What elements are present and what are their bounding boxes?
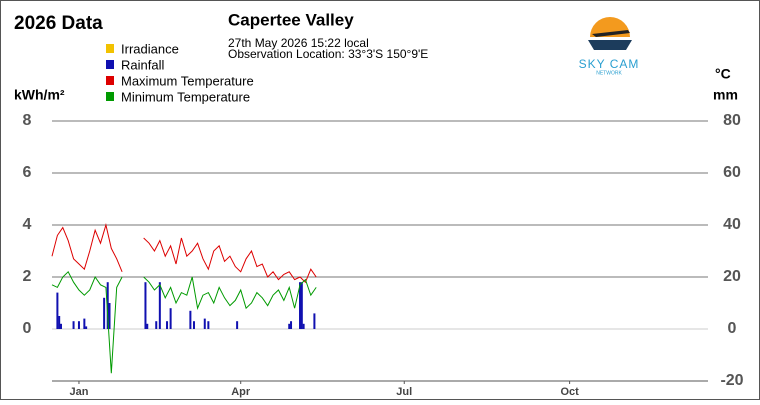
y-tick-label: 8 bbox=[23, 112, 32, 129]
y-axis-label: kWh/m² bbox=[14, 87, 65, 103]
rain-bar bbox=[203, 318, 206, 329]
y2-tick-label: 20 bbox=[723, 268, 741, 285]
legend-label: Minimum Temperature bbox=[121, 89, 250, 104]
rain-bar bbox=[106, 282, 109, 329]
rain-bar bbox=[158, 282, 161, 329]
y2-tick-label: 60 bbox=[723, 164, 741, 181]
station: Capertee Valley bbox=[228, 10, 354, 29]
y2-axis-label: °C bbox=[715, 66, 731, 82]
location: Observation Location: 33°3'S 150°9'E bbox=[228, 47, 428, 61]
x-tick-label: Oct bbox=[560, 386, 579, 398]
rain-bar bbox=[300, 282, 303, 329]
legend-swatch bbox=[106, 44, 114, 53]
rain-bar bbox=[56, 292, 59, 329]
y2-axis-label: mm bbox=[713, 87, 738, 103]
rain-bar bbox=[169, 308, 172, 329]
rain-bar bbox=[288, 323, 291, 329]
logo-base bbox=[588, 40, 632, 50]
rain-bar bbox=[236, 321, 239, 329]
y2-tick-label: 80 bbox=[723, 112, 741, 129]
logo: SKY CAM NETWORK bbox=[579, 17, 640, 76]
rain-bar bbox=[192, 321, 195, 329]
y-tick-label: 4 bbox=[23, 216, 32, 233]
y-tick-label: 0 bbox=[23, 320, 32, 337]
legend-swatch bbox=[106, 92, 114, 101]
rain-bar bbox=[85, 326, 88, 329]
rain-bar bbox=[77, 321, 80, 329]
rain-bar bbox=[313, 313, 316, 329]
rain-bar bbox=[72, 321, 75, 329]
x-tick-label: Apr bbox=[231, 386, 251, 398]
x-tick-label: Jan bbox=[69, 386, 88, 398]
rain-bar bbox=[144, 282, 147, 329]
y-tick-label: 6 bbox=[23, 164, 32, 181]
rain-bar bbox=[299, 282, 302, 329]
rain-bar bbox=[290, 321, 293, 329]
y2-tick-label: 40 bbox=[723, 216, 741, 233]
series-line bbox=[51, 223, 317, 284]
legend-label: Maximum Temperature bbox=[121, 73, 254, 88]
rain-bar bbox=[302, 323, 305, 329]
logo-plane bbox=[592, 30, 630, 37]
rain-bar bbox=[146, 323, 149, 329]
series-line bbox=[51, 270, 317, 374]
rain-bar bbox=[59, 323, 62, 329]
rain-bar bbox=[103, 297, 106, 329]
rain-bar bbox=[207, 321, 210, 329]
rain-bar bbox=[83, 318, 86, 329]
rain-bar bbox=[166, 321, 169, 329]
rain-bar bbox=[58, 316, 61, 329]
legend-swatch bbox=[106, 60, 114, 69]
legend-swatch bbox=[106, 76, 114, 85]
x-tick-label: Jul bbox=[396, 386, 412, 398]
y2-tick-label: -20 bbox=[720, 372, 743, 389]
legend-label: Irradiance bbox=[121, 41, 179, 56]
legend-label: Rainfall bbox=[121, 57, 164, 72]
logo-tagline: NETWORK bbox=[596, 70, 622, 76]
rain-bar bbox=[108, 303, 111, 329]
y2-tick-label: 0 bbox=[728, 320, 737, 337]
chart-title: 2026 Data bbox=[14, 13, 103, 34]
rain-bar bbox=[155, 321, 158, 329]
timestamp: 27th May 2026 15:22 local bbox=[228, 36, 369, 50]
rain-bar bbox=[189, 310, 192, 329]
logo-brand: SKY CAM bbox=[579, 57, 640, 71]
y-tick-label: 2 bbox=[23, 268, 32, 285]
